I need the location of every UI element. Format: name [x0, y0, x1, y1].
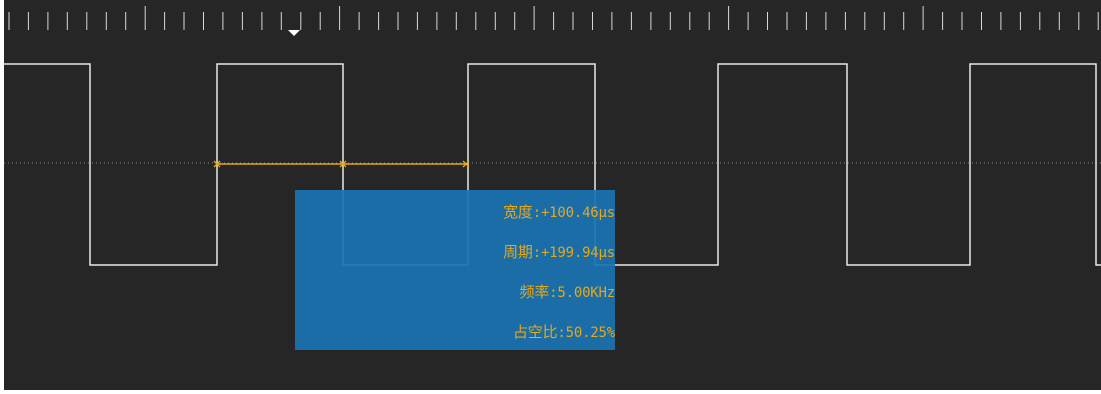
measure-duty-row: 占空比:50.25% — [513, 320, 615, 344]
cursor-marker-end[interactable] — [462, 160, 470, 168]
measure-duty-label: 占空比 — [512, 323, 558, 341]
measure-width-row: 宽度:+100.46μs — [503, 200, 615, 224]
measure-period-sep: : — [532, 245, 541, 261]
measure-width-label: 宽度 — [503, 203, 533, 221]
measure-frequency-label: 频率 — [519, 283, 550, 301]
measure-duty-value: 50.25% — [565, 325, 616, 341]
time-ruler — [8, 6, 1099, 30]
period-cursor[interactable] — [213, 160, 470, 168]
waveform-canvas[interactable] — [4, 0, 1101, 390]
measure-width-value: +100.46μs — [540, 205, 615, 221]
measure-period-label: 周期 — [503, 243, 533, 261]
measure-duty-sep: : — [557, 325, 566, 341]
trigger-arrow-down-icon[interactable] — [288, 30, 300, 36]
cursor-marker-mid[interactable] — [339, 160, 347, 168]
measure-frequency-value: 5.00KHz — [557, 285, 615, 301]
oscilloscope-display[interactable]: 宽度:+100.46μs 周期:+199.94μs 频率:5.00KHz 占空比… — [4, 0, 1101, 390]
cursor-marker-start[interactable] — [213, 160, 221, 168]
measure-frequency-row: 频率:5.00KHz — [519, 280, 616, 304]
measure-width-sep: : — [532, 205, 541, 221]
measure-period-row: 周期:+199.94μs — [503, 240, 615, 264]
measurement-panel — [295, 190, 615, 350]
measure-frequency-sep: : — [549, 285, 558, 301]
measure-period-value: +199.94μs — [540, 245, 615, 261]
signal-trace — [4, 63, 1101, 266]
